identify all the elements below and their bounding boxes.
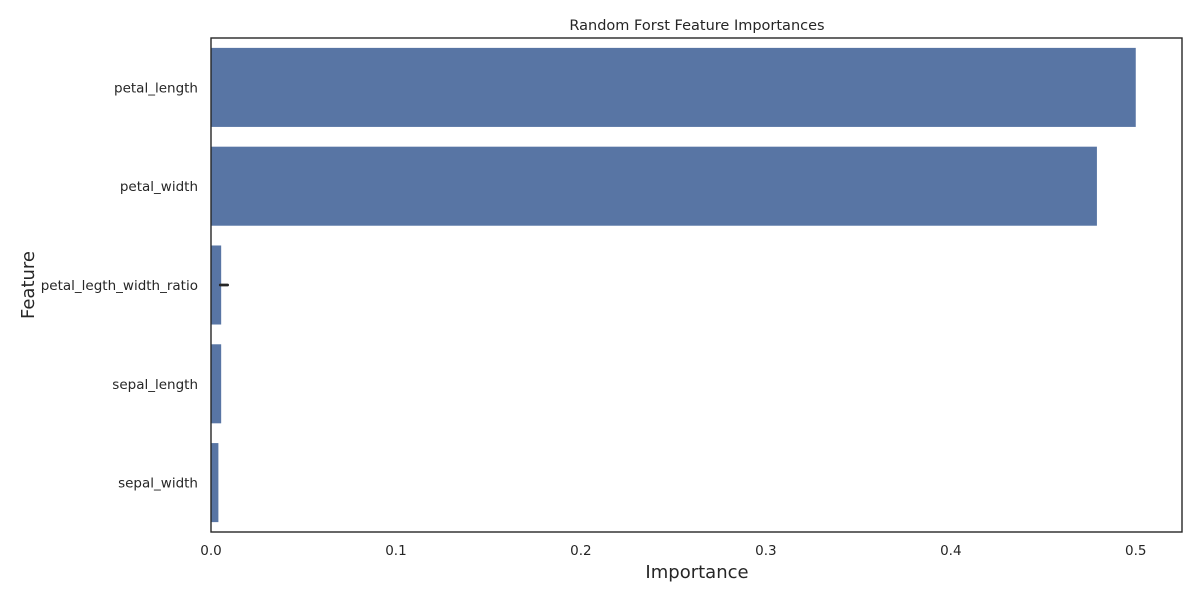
chart-title: Random Forst Feature Importances [569,18,824,34]
y-tick-label-petal-length: petal_length [114,80,198,96]
bar-petal-width [211,146,1097,226]
y-tick-label-sepal-width: sepal_width [118,476,198,492]
bar-petal-legth-width-ratio [211,245,222,325]
bar-sepal-length [211,344,222,424]
y-tick-label-petal-width: petal_width [120,179,198,195]
x-tick-label-2: 0.2 [570,543,591,559]
x-tick-label-3: 0.3 [755,543,776,559]
bar-petal-length [211,47,1136,127]
bar-sepal-width [211,443,219,523]
y-tick-label-sepal-length: sepal_length [112,377,198,393]
y-axis-label: Feature [18,251,39,319]
bars-group [211,47,1136,523]
x-ticks-group: 0.0 0.1 0.2 0.3 0.4 0.5 [200,543,1146,559]
x-tick-label-4: 0.4 [940,543,961,559]
y-tick-label-petal-legth-width-ratio: petal_legth_width_ratio [41,278,198,294]
x-tick-label-0: 0.0 [200,543,221,559]
plot-frame [210,37,1183,533]
y-tick-labels-group: petal_length petal_width petal_legth_width… [41,80,198,491]
x-axis-label: Importance [645,562,748,583]
x-tick-label-5: 0.5 [1125,543,1146,559]
x-tick-label-1: 0.1 [385,543,406,559]
